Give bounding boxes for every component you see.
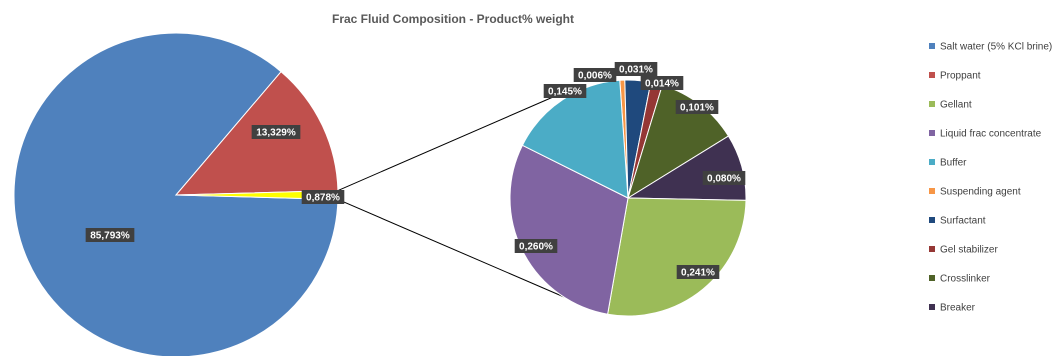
legend-swatch-proppant [929, 72, 935, 78]
legend: Salt water (5% KCl brine) Proppant Gellant… [929, 42, 1052, 314]
legend-label-gellant: Gellant [940, 100, 972, 111]
legend-label-suspending-agent: Suspending agent [940, 187, 1021, 198]
legend-swatch-surfactant [929, 217, 935, 223]
data-labels: 85,793% 13,329% 0,878% 0,006% 0,031% 0,014% 0,… [85, 62, 746, 279]
legend-label-breaker: Breaker [940, 303, 976, 314]
main-pie [13, 32, 339, 356]
legend-swatch-buffer [929, 159, 935, 165]
data-label-secondary-breaker-box [702, 171, 746, 185]
data-label-secondary-surfactant-box [614, 62, 658, 76]
data-label-main-other: 0,878% [306, 193, 340, 204]
data-label-main-proppant-box [251, 125, 301, 139]
legend-label-crosslinker: Crosslinker [940, 274, 991, 285]
data-label-secondary-crosslinker: 0,101% [680, 103, 714, 114]
data-label-main-salt-water-5-kcl-brine-box [85, 228, 135, 242]
legend-label-proppant: Proppant [940, 71, 981, 82]
data-label-secondary-surfactant: 0,031% [619, 65, 653, 76]
legend-label-surfactant: Surfactant [940, 216, 986, 227]
data-label-main-proppant: 13,329% [256, 128, 296, 139]
legend-swatch-gel-stabilizer [929, 246, 935, 252]
legend-label-gel-stabilizer: Gel stabilizer [940, 245, 998, 256]
legend-swatch-suspending-agent [929, 188, 935, 194]
data-label-main-other-box [301, 190, 345, 204]
data-label-main-salt-water-5-kcl-brine: 85,793% [90, 231, 130, 242]
data-label-secondary-crosslinker-box [675, 100, 719, 114]
data-label-secondary-liquid-frac-concentrate: 0,260% [519, 242, 553, 253]
legend-swatch-liquid-frac-concentrate [929, 130, 935, 136]
data-label-secondary-liquid-frac-concentrate-box [514, 239, 558, 253]
legend-swatch-breaker [929, 304, 935, 310]
data-label-secondary-suspending-agent: 0,006% [578, 71, 612, 82]
secondary-slice-gellant [607, 197, 747, 317]
legend-label-buffer: Buffer [940, 158, 967, 169]
data-label-secondary-gel-stabilizer-box [640, 76, 684, 90]
legend-label-liquid-frac-concentrate: Liquid frac concentrate [940, 129, 1042, 140]
secondary-pie [509, 79, 747, 317]
connector-lines [337, 93, 572, 301]
data-label-secondary-gel-stabilizer: 0,014% [645, 79, 679, 90]
legend-swatch-crosslinker [929, 275, 935, 281]
chart-title: Frac Fluid Composition - Product% weight [332, 12, 574, 26]
data-label-secondary-breaker: 0,080% [707, 174, 741, 185]
connector-line-bottom [337, 199, 572, 301]
legend-label-salt-water-5-kcl-brine: Salt water (5% KCl brine) [940, 42, 1052, 53]
data-label-secondary-buffer: 0,145% [548, 87, 582, 98]
connector-line-top [337, 93, 561, 191]
data-label-secondary-gellant-box [676, 265, 720, 279]
data-label-secondary-gellant: 0,241% [681, 268, 715, 279]
legend-swatch-salt-water-5-kcl-brine [929, 43, 935, 49]
data-label-secondary-buffer-box [543, 84, 587, 98]
data-label-secondary-suspending-agent-box [573, 68, 617, 82]
legend-swatch-gellant [929, 101, 935, 107]
